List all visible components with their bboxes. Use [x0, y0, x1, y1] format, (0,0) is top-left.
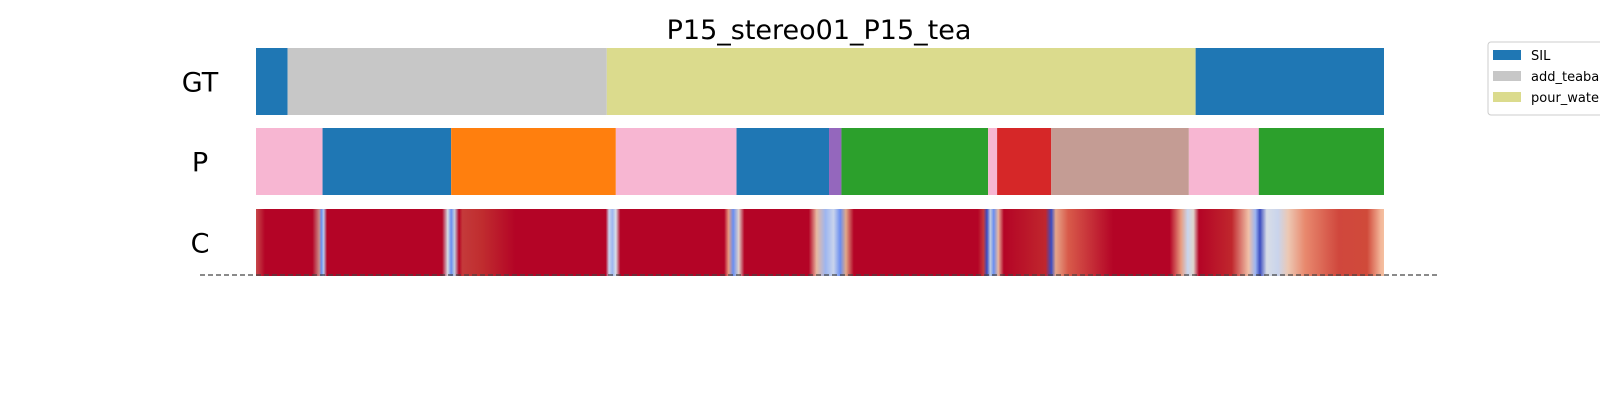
segment-p-7 — [988, 128, 998, 195]
segment-p-5 — [829, 128, 842, 195]
legend-label-0: SIL — [1531, 49, 1551, 64]
segment-p-4 — [736, 128, 830, 195]
row-label-p: P — [192, 148, 208, 179]
legend-label-1: add_teabag — [1531, 70, 1600, 85]
legend-swatch-1 — [1493, 71, 1521, 81]
segment-p-11 — [1258, 128, 1384, 195]
segment-p-3 — [615, 128, 737, 195]
segment-p-2 — [451, 128, 616, 195]
segment-gt-0 — [256, 48, 288, 115]
legend-label-2: pour_water — [1531, 91, 1600, 106]
row-p: P — [192, 128, 1384, 195]
legend-swatch-0 — [1493, 50, 1521, 60]
segment-gt-3 — [1195, 48, 1384, 115]
legend-swatch-2 — [1493, 92, 1521, 102]
segment-p-1 — [322, 128, 452, 195]
row-c: C — [191, 209, 1384, 276]
confidence-strip — [256, 209, 1384, 276]
segment-gt-2 — [606, 48, 1196, 115]
segment-p-9 — [1051, 128, 1189, 195]
chart-title: P15_stereo01_P15_tea — [667, 15, 972, 46]
segment-gt-1 — [287, 48, 607, 115]
row-gt: GT — [182, 48, 1384, 115]
segment-p-10 — [1188, 128, 1259, 195]
segment-p-6 — [841, 128, 989, 195]
row-label-c: C — [191, 229, 210, 260]
row-label-gt: GT — [182, 68, 219, 99]
legend: SIL add_teabag pour_water — [1487, 41, 1600, 116]
timeline-rows: GT P C — [182, 48, 1384, 276]
segment-p-8 — [997, 128, 1052, 195]
segment-p-0 — [256, 128, 323, 195]
